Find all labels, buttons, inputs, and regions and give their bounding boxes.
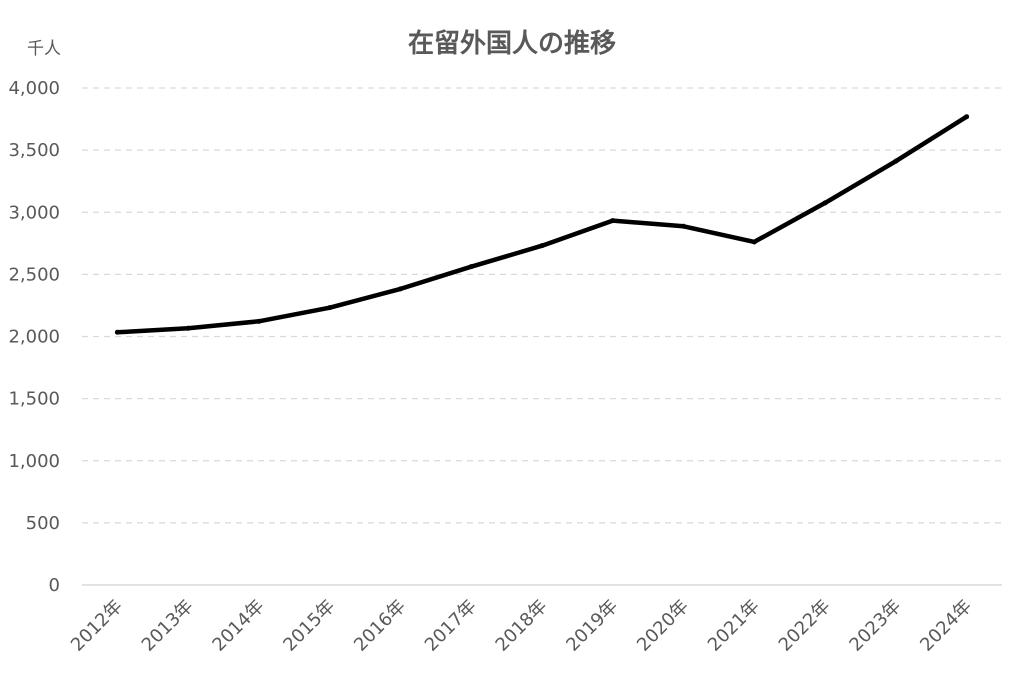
y-tick-label: 500	[26, 513, 60, 534]
y-tick-label: 1,000	[8, 451, 60, 472]
x-tick-label: 2023年	[845, 596, 905, 656]
data-point	[397, 286, 403, 292]
data-point	[964, 114, 970, 120]
y-axis-unit-label: 千人	[27, 39, 61, 59]
x-tick-label: 2015年	[279, 596, 339, 656]
x-tick-label: 2013年	[138, 596, 198, 656]
y-axis-tick-labels: 0 500 1,000 1,500 2,000 2,500 3,000 3,500 4,000	[8, 78, 60, 596]
x-tick-label: 2012年	[67, 596, 127, 656]
data-point	[751, 239, 757, 245]
data-point	[893, 158, 899, 164]
x-tick-label: 2016年	[350, 596, 410, 656]
y-tick-label: 4,000	[8, 78, 60, 99]
data-point	[610, 218, 616, 224]
x-tick-label: 2024年	[916, 596, 976, 656]
x-tick-label: 2022年	[775, 596, 835, 656]
y-tick-label: 3,500	[8, 140, 60, 161]
x-tick-label: 2021年	[704, 596, 764, 656]
series-group	[114, 114, 970, 335]
y-tick-label: 3,000	[8, 202, 60, 223]
data-point	[468, 264, 474, 270]
data-point	[539, 243, 545, 249]
x-tick-label: 2018年	[492, 596, 552, 656]
x-tick-label: 2014年	[208, 596, 268, 656]
gridlines	[82, 87, 1002, 524]
data-point	[327, 305, 333, 311]
y-tick-label: 2,000	[8, 327, 60, 348]
y-tick-label: 1,500	[8, 389, 60, 410]
x-tick-label: 2020年	[633, 596, 693, 656]
x-tick-label: 2017年	[421, 596, 481, 656]
data-point	[114, 329, 120, 335]
y-tick-label: 0	[49, 575, 60, 596]
x-axis-tick-labels: 2012年 2013年 2014年 2015年 2016年 2017年 2018年 2019年…	[67, 596, 976, 656]
y-tick-label: 2,500	[8, 264, 60, 285]
data-point	[681, 223, 687, 229]
x-tick-label: 2019年	[562, 596, 622, 656]
data-point	[822, 200, 828, 206]
series-line	[115, 114, 969, 335]
data-point	[185, 325, 191, 331]
chart-title: 在留外国人の推移	[408, 29, 616, 59]
data-point	[256, 318, 262, 324]
